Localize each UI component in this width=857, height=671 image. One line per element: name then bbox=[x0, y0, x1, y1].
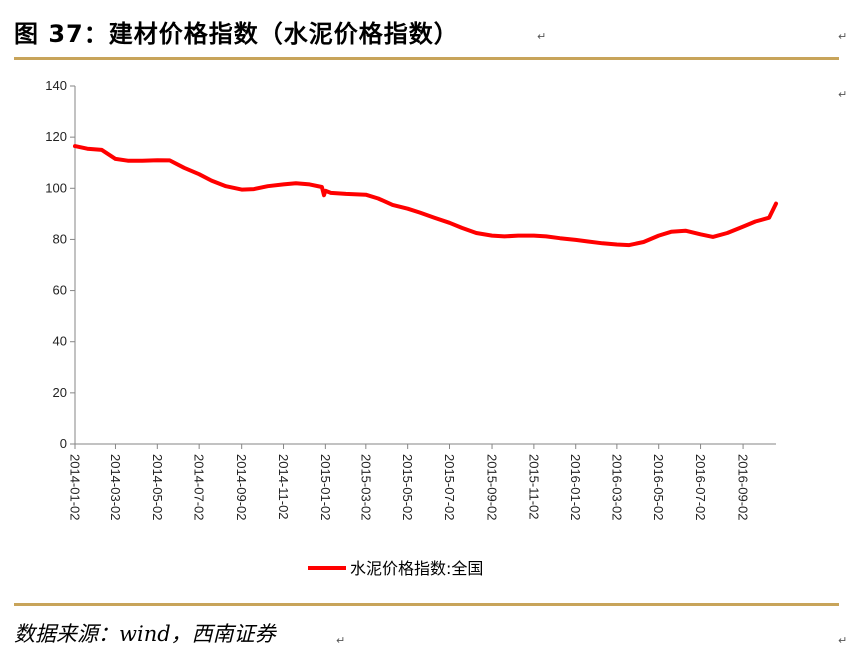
x-tick-label: 2016-09-02 bbox=[736, 454, 751, 521]
x-tick-label: 2014-05-02 bbox=[150, 454, 165, 521]
x-tick-label: 2015-05-02 bbox=[400, 454, 415, 521]
y-tick-labels: 0 20 40 60 80 100 120 140 bbox=[45, 78, 67, 451]
y-tick-label: 60 bbox=[53, 283, 67, 298]
x-tick-label: 2014-01-02 bbox=[68, 454, 83, 521]
x-tick-label: 2016-03-02 bbox=[609, 454, 624, 521]
x-tick-label: 2014-03-02 bbox=[108, 454, 123, 521]
x-tick-label: 2016-01-02 bbox=[568, 454, 583, 521]
x-tick-labels: 2014-01-02 2014-03-02 2014-05-02 2014-07-02… bbox=[68, 454, 751, 521]
figure-title: 图 37：建材价格指数（水泥价格指数） bbox=[14, 20, 459, 48]
x-tick-label: 2014-09-02 bbox=[234, 454, 249, 521]
x-tick-label: 2015-07-02 bbox=[442, 454, 457, 521]
paragraph-mark: ↵ bbox=[838, 88, 848, 101]
series-line bbox=[73, 144, 778, 248]
top-rule bbox=[14, 57, 839, 60]
x-tick-label: 2015-09-02 bbox=[485, 454, 500, 521]
paragraph-mark: ↵ bbox=[838, 634, 848, 647]
y-tick-label: 20 bbox=[53, 385, 67, 400]
x-tick-label: 2015-11-02 bbox=[526, 454, 541, 520]
paragraph-mark: ↵ bbox=[336, 634, 346, 647]
x-tick-label: 2014-11-02 bbox=[276, 454, 291, 520]
x-tick-label: 2014-07-02 bbox=[192, 454, 207, 521]
paragraph-mark: ↵ bbox=[537, 30, 547, 43]
legend-label: 水泥价格指数:全国 bbox=[350, 559, 483, 578]
bottom-rule bbox=[14, 603, 839, 606]
y-tick-label: 80 bbox=[53, 231, 67, 246]
y-tick-label: 100 bbox=[45, 180, 67, 195]
chart-legend: 水泥价格指数:全国 bbox=[308, 559, 483, 578]
plot-area bbox=[73, 144, 778, 248]
y-tick-label: 0 bbox=[60, 436, 67, 451]
source-note: 数据来源：wind，西南证券 bbox=[14, 622, 276, 646]
y-tick-label: 120 bbox=[45, 129, 67, 144]
paragraph-mark: ↵ bbox=[838, 30, 848, 43]
x-tick-label: 2015-01-02 bbox=[318, 454, 333, 521]
y-tick-label: 140 bbox=[45, 78, 67, 93]
chart-axes bbox=[70, 85, 776, 449]
x-tick-label: 2016-05-02 bbox=[651, 454, 666, 521]
x-tick-label: 2016-07-02 bbox=[693, 454, 708, 521]
y-tick-label: 40 bbox=[53, 334, 67, 349]
x-tick-label: 2015-03-02 bbox=[358, 454, 373, 521]
